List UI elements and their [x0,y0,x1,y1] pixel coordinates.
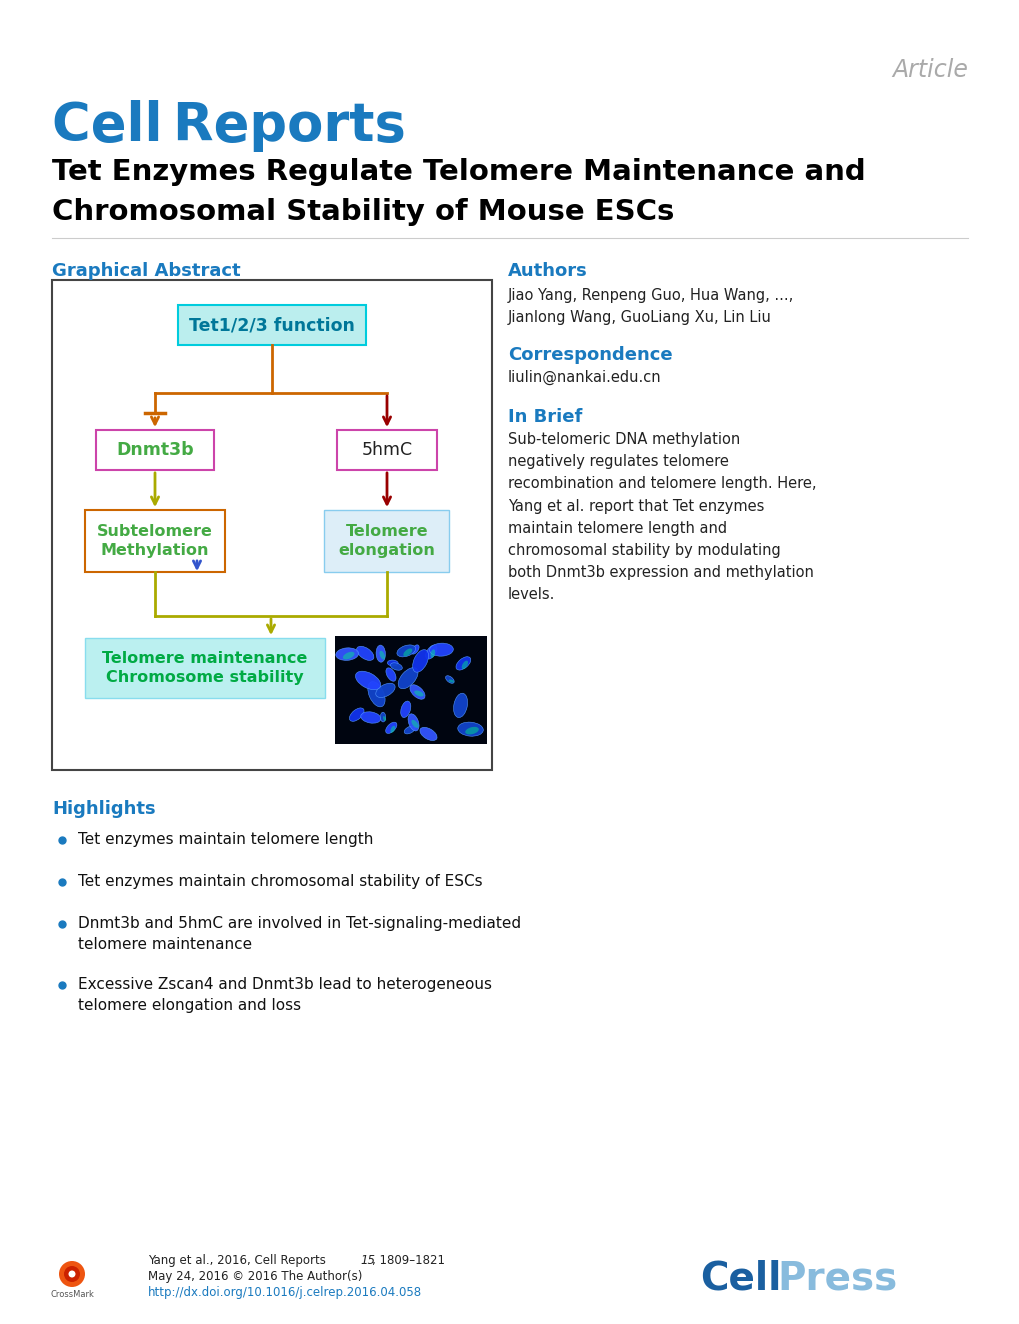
Text: 15: 15 [360,1254,375,1267]
Ellipse shape [414,690,423,696]
Ellipse shape [379,650,385,659]
Ellipse shape [429,643,452,657]
Text: liulin@nankai.edu.cn: liulin@nankai.edu.cn [507,369,661,385]
Text: Tet Enzymes Regulate Telomere Maintenance and: Tet Enzymes Regulate Telomere Maintenanc… [52,158,865,185]
Ellipse shape [390,663,401,670]
Text: Correspondence: Correspondence [507,346,672,364]
Ellipse shape [356,671,380,690]
Ellipse shape [453,694,467,718]
Text: Highlights: Highlights [52,800,156,818]
Ellipse shape [335,647,359,661]
Text: Dnmt3b and 5hmC are involved in Tet-signaling-mediated
telomere maintenance: Dnmt3b and 5hmC are involved in Tet-sign… [77,916,521,952]
Text: Article: Article [892,58,967,82]
Text: CrossMark: CrossMark [50,1290,94,1299]
Bar [52,279,491,771]
Text: Tet enzymes maintain chromosomal stability of ESCs: Tet enzymes maintain chromosomal stabili… [77,874,482,888]
Text: Tet enzymes maintain telomere length: Tet enzymes maintain telomere length [77,831,373,847]
Ellipse shape [413,650,428,673]
Ellipse shape [404,726,415,733]
Circle shape [64,1266,79,1282]
Ellipse shape [408,714,419,731]
Text: Press: Press [776,1260,897,1298]
FancyBboxPatch shape [96,430,214,470]
Text: Telomere maintenance
Chromosome stability: Telomere maintenance Chromosome stabilit… [102,650,308,686]
Ellipse shape [425,645,436,659]
Text: In Brief: In Brief [507,408,582,426]
Text: Dnmt3b: Dnmt3b [116,441,194,459]
Ellipse shape [350,708,364,722]
Ellipse shape [403,649,412,657]
Ellipse shape [411,645,419,654]
Text: Telomere
elongation: Telomere elongation [338,523,435,559]
Ellipse shape [342,651,355,659]
Text: Excessive Zscan4 and Dnmt3b lead to heterogeneous
telomere elongation and loss: Excessive Zscan4 and Dnmt3b lead to hete… [77,977,491,1013]
Text: May 24, 2016 © 2016 The Author(s): May 24, 2016 © 2016 The Author(s) [148,1270,362,1283]
Ellipse shape [448,679,453,683]
Bar [334,636,486,744]
Ellipse shape [376,645,385,662]
Ellipse shape [410,685,425,699]
FancyBboxPatch shape [324,510,449,572]
Ellipse shape [400,702,411,718]
Ellipse shape [375,683,394,698]
Text: http://dx.doi.org/10.1016/j.celrep.2016.04.058: http://dx.doi.org/10.1016/j.celrep.2016.… [148,1286,422,1299]
Ellipse shape [385,667,395,682]
FancyBboxPatch shape [85,638,325,698]
Text: Authors: Authors [507,262,587,279]
Ellipse shape [445,675,453,683]
Ellipse shape [387,661,397,666]
Text: Yang et al., 2016, Cell Reports: Yang et al., 2016, Cell Reports [148,1254,329,1267]
Ellipse shape [430,649,435,658]
FancyBboxPatch shape [336,430,436,470]
Text: Subtelomere
Methylation: Subtelomere Methylation [97,523,213,559]
Ellipse shape [380,712,385,722]
Text: , 1809–1821: , 1809–1821 [372,1254,444,1267]
FancyBboxPatch shape [85,510,225,572]
FancyBboxPatch shape [178,305,366,346]
Text: Chromosomal Stability of Mouse ESCs: Chromosomal Stability of Mouse ESCs [52,199,674,226]
Ellipse shape [411,720,418,728]
Text: 5hmC: 5hmC [361,441,412,459]
Text: Sub-telomeric DNA methylation
negatively regulates telomere
recombination and te: Sub-telomeric DNA methylation negatively… [507,432,815,602]
Ellipse shape [455,657,471,670]
Ellipse shape [357,646,374,661]
Text: Jiao Yang, Renpeng Guo, Hua Wang, ...,
Jianlong Wang, GuoLiang Xu, Lin Liu: Jiao Yang, Renpeng Guo, Hua Wang, ..., J… [507,289,794,324]
Ellipse shape [462,661,468,669]
Ellipse shape [458,722,483,736]
Ellipse shape [465,727,478,735]
Ellipse shape [382,716,386,722]
Text: Cell Reports: Cell Reports [52,101,406,152]
Ellipse shape [385,722,396,733]
Ellipse shape [368,682,385,707]
Ellipse shape [396,645,416,657]
Text: Graphical Abstract: Graphical Abstract [52,262,240,279]
Ellipse shape [361,712,380,723]
Ellipse shape [390,726,394,733]
Circle shape [68,1271,75,1278]
Text: Cell: Cell [699,1260,781,1298]
Text: Tet1/2/3 function: Tet1/2/3 function [189,316,355,334]
Ellipse shape [397,667,418,688]
Ellipse shape [420,727,437,740]
Circle shape [59,1260,85,1287]
